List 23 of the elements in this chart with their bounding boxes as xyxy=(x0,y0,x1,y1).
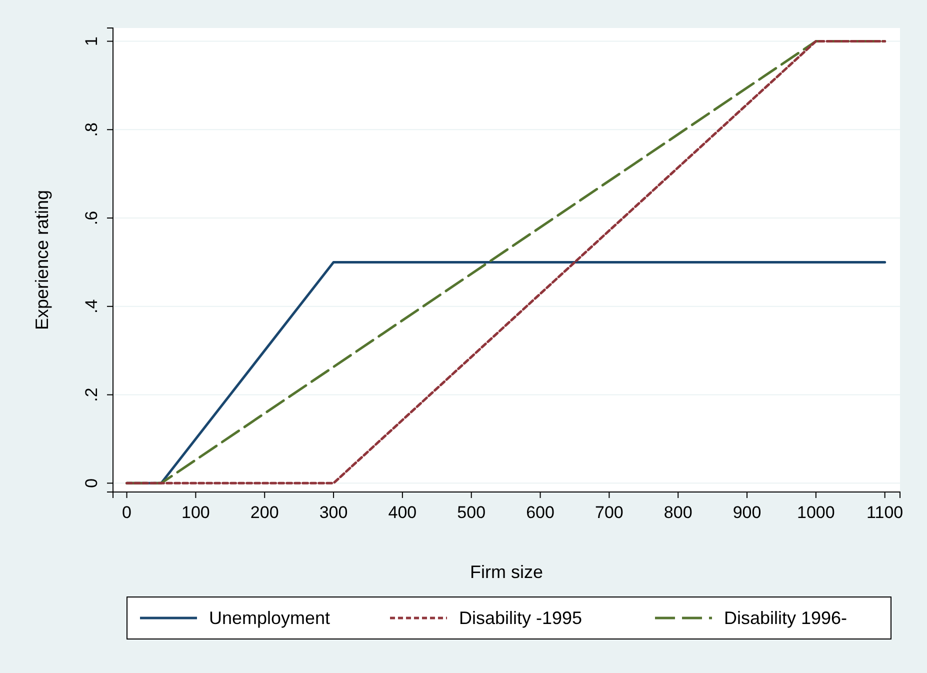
x-tick-label: 600 xyxy=(526,503,554,522)
legend-label: Disability 1996- xyxy=(724,608,848,628)
legend-label: Unemployment xyxy=(209,608,330,628)
y-tick-label: .2 xyxy=(82,388,101,402)
x-tick-label: 1000 xyxy=(797,503,835,522)
y-tick-label: .4 xyxy=(82,299,101,314)
x-tick-label: 100 xyxy=(182,503,210,522)
x-tick-label: 300 xyxy=(319,503,348,522)
x-tick-label: 0 xyxy=(122,503,132,522)
y-axis-title: Experience rating xyxy=(32,190,52,330)
x-tick-label: 1100 xyxy=(866,503,904,522)
x-tick-label: 500 xyxy=(457,503,486,522)
x-tick-label: 800 xyxy=(664,503,692,522)
y-tick-label: .6 xyxy=(82,210,101,226)
x-tick-label: 900 xyxy=(732,503,762,522)
y-tick-label: 0 xyxy=(82,478,101,488)
legend-label: Disability -1995 xyxy=(459,608,582,628)
y-tick-label: .8 xyxy=(82,122,101,137)
x-tick-label: 700 xyxy=(594,503,624,522)
y-tick-label: 1 xyxy=(82,36,101,46)
x-tick-label: 400 xyxy=(388,503,417,522)
x-axis-title: Firm size xyxy=(470,562,543,582)
x-tick-label: 200 xyxy=(250,503,279,522)
